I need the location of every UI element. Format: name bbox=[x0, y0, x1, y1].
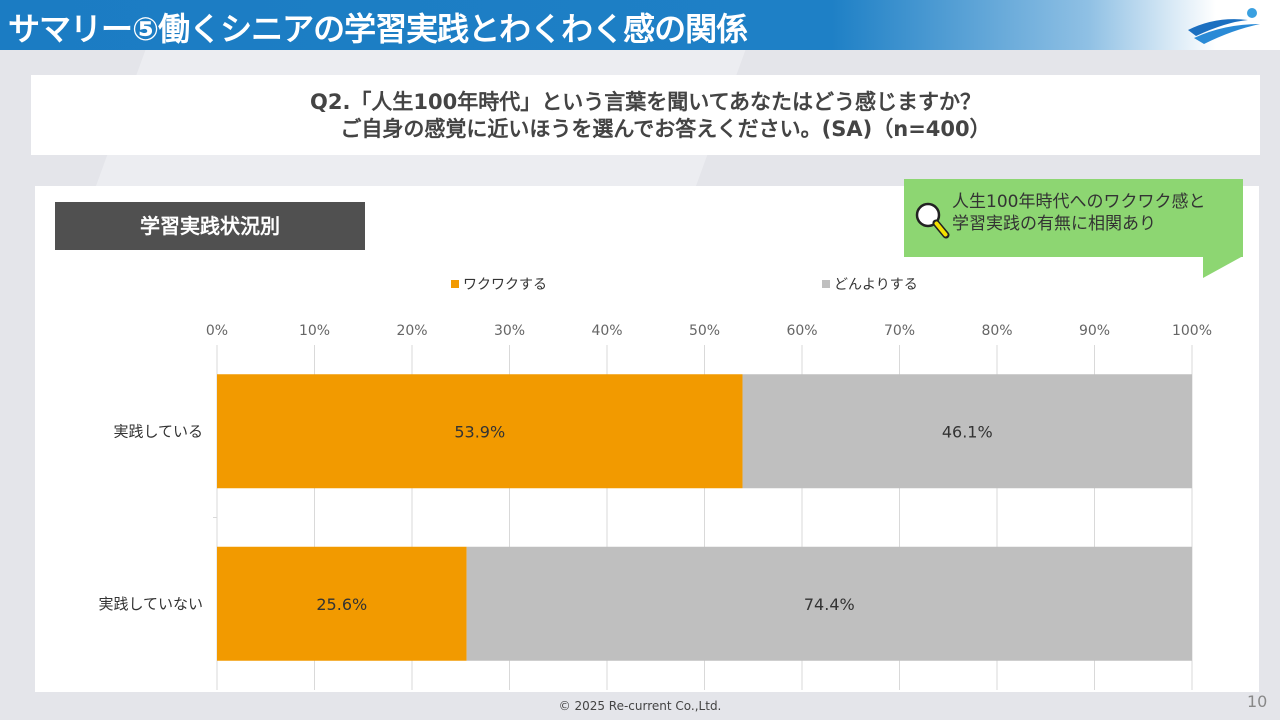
x-tick-label: 40% bbox=[591, 323, 622, 339]
header-bar: サマリー⑤働くシニアの学習実践とわくわく感の関係 bbox=[0, 0, 1280, 50]
callout-box: 人生100年時代へのワクワク感と 学習実践の有無に相関あり bbox=[904, 179, 1243, 257]
question-box: Q2.「人生100年時代」という言葉を聞いてあなたはどう感じますか？ ご自身の感… bbox=[31, 75, 1260, 155]
callout-line-2: 学習実践の有無に相関あり bbox=[952, 214, 1156, 234]
x-tick-label: 20% bbox=[396, 323, 427, 339]
category-label: 実践している bbox=[113, 422, 203, 440]
bar-segment bbox=[742, 374, 1192, 489]
bar-segment bbox=[217, 546, 467, 661]
x-tick-label: 70% bbox=[884, 323, 915, 339]
legend-swatch bbox=[822, 280, 830, 288]
x-tick-label: 30% bbox=[494, 323, 525, 339]
legend-label: どんよりする bbox=[834, 277, 918, 293]
page-number: 10 bbox=[1247, 692, 1268, 711]
x-tick-label: 60% bbox=[786, 323, 817, 339]
data-label: 53.9% bbox=[454, 422, 505, 441]
company-logo bbox=[1188, 8, 1260, 44]
question-line-1: Q2.「人生100年時代」という言葉を聞いてあなたはどう感じますか？ bbox=[309, 90, 981, 114]
data-label: 46.1% bbox=[942, 422, 993, 441]
x-tick-label: 0% bbox=[206, 323, 228, 339]
legend-item-donyori: どんよりする bbox=[822, 274, 918, 294]
chart-subtitle: 学習実践状況別 bbox=[55, 202, 365, 250]
x-tick-label: 80% bbox=[981, 323, 1012, 339]
x-tick-label: 90% bbox=[1079, 323, 1110, 339]
callout-line-1: 人生100年時代へのワクワク感と bbox=[952, 192, 1206, 212]
legend-item-wakuwaku: ワクワクする bbox=[451, 274, 547, 294]
bar-segment bbox=[466, 546, 1193, 661]
x-tick-label: 100% bbox=[1172, 323, 1212, 339]
question-line-2: ご自身の感覚に近いほうを選んでお答えください。(SA)（n=400） bbox=[340, 117, 991, 141]
x-tick-label: 50% bbox=[689, 323, 720, 339]
bar-segment bbox=[217, 374, 743, 489]
page-title: サマリー⑤働くシニアの学習実践とわくわく感の関係 bbox=[8, 10, 748, 48]
callout-tail bbox=[1203, 256, 1243, 278]
data-label: 25.6% bbox=[316, 595, 367, 614]
data-label: 74.4% bbox=[804, 595, 855, 614]
legend-label: ワクワクする bbox=[463, 277, 547, 293]
legend-swatch bbox=[451, 280, 459, 288]
category-label: 実践していない bbox=[98, 595, 203, 613]
x-tick-label: 10% bbox=[299, 323, 330, 339]
magnifier-icon bbox=[915, 202, 950, 239]
copyright-footer: © 2025 Re-current Co.,Ltd. bbox=[558, 699, 722, 713]
